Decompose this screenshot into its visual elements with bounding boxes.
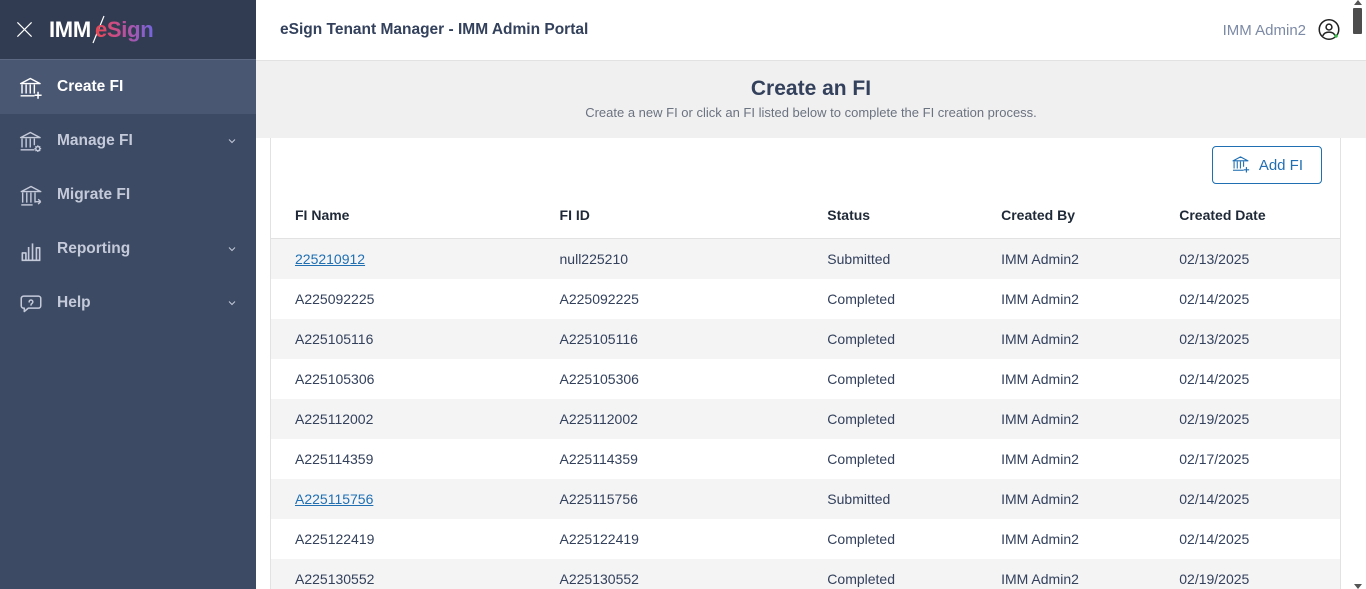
svg-text:eSign: eSign — [95, 17, 153, 42]
svg-text:IMM: IMM — [49, 17, 91, 42]
